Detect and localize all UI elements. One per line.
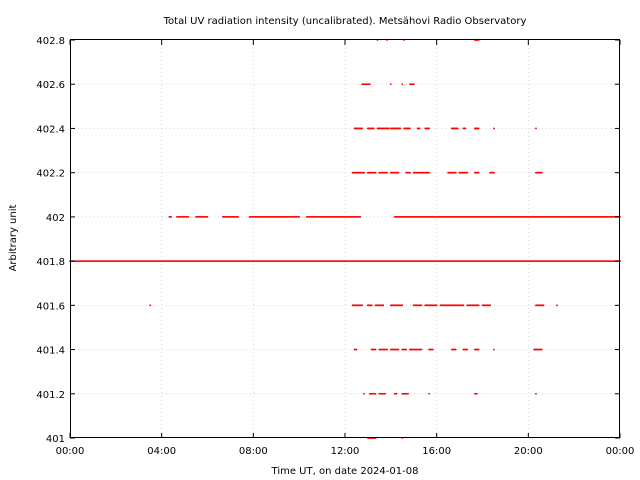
data-point [374, 348, 377, 351]
data-point [535, 392, 537, 395]
x-tick-labels: 00:00 04:00 08:00 12:00 16:00 20:00 00:00 [56, 446, 635, 457]
y-tick-label: 402.6 [36, 80, 65, 91]
y-tick-label: 402.4 [36, 124, 65, 135]
data-point [382, 304, 385, 307]
grid [70, 40, 620, 438]
data-point [401, 83, 404, 86]
data-point [435, 304, 438, 307]
y-tick-label: 402 [46, 213, 65, 224]
data-point [456, 127, 459, 130]
data-point [361, 304, 364, 307]
data-point [389, 83, 392, 86]
data-point [388, 127, 390, 130]
y-tick-label: 401.2 [36, 390, 65, 401]
y-tick-label: 402.2 [36, 169, 65, 180]
data-point [466, 348, 469, 351]
data-point [535, 127, 537, 130]
y-tick-label: 401 [46, 434, 65, 445]
data-point [409, 171, 411, 174]
data-point [475, 392, 478, 395]
data-point [556, 304, 558, 307]
data-point [477, 171, 480, 174]
y-tick-label: 402.8 [36, 36, 65, 47]
data-point [359, 215, 362, 218]
data-point [540, 348, 543, 351]
data-point [418, 127, 421, 130]
data-point [401, 304, 404, 307]
x-tick-label: 20:00 [514, 446, 543, 457]
data-point [206, 215, 209, 218]
data-point [428, 127, 430, 130]
data-point [462, 304, 465, 307]
x-tick-label: 00:00 [606, 446, 635, 457]
data-point [477, 348, 480, 351]
x-axis-label: Time UT, on date 2024-01-08 [271, 466, 419, 477]
data-point [374, 392, 377, 395]
data-point [386, 348, 388, 351]
data-point [405, 348, 408, 351]
data-point [464, 127, 467, 130]
data-points [69, 39, 621, 439]
y-tick-label: 401.4 [36, 346, 65, 357]
data-point [363, 171, 365, 174]
data-point [187, 215, 190, 218]
data-point [374, 171, 377, 174]
data-point [399, 127, 402, 130]
data-point [395, 392, 398, 395]
x-tick-label: 12:00 [331, 446, 360, 457]
data-point [477, 304, 480, 307]
x-tick-label: 08:00 [239, 446, 268, 457]
data-point [409, 127, 411, 130]
data-point [542, 304, 545, 307]
data-point [493, 127, 495, 130]
data-point [493, 348, 495, 351]
data-point [237, 215, 239, 218]
x-tick-label: 00:00 [56, 446, 85, 457]
y-tick-label: 401.6 [36, 301, 65, 312]
data-point [298, 215, 301, 218]
y-axis-label: Arbitrary unit [8, 205, 19, 272]
y-tick-labels: 401 401.2 401.4 401.6 401.8 402 402.2 402.4 402.… [36, 36, 65, 445]
x-tick-label: 16:00 [422, 446, 451, 457]
y-tick-label: 401.8 [36, 257, 65, 268]
data-point [420, 348, 423, 351]
data-point [407, 392, 409, 395]
data-point [363, 392, 365, 395]
data-point [412, 83, 415, 86]
data-point [428, 171, 430, 174]
data-point [355, 348, 358, 351]
data-point [386, 171, 388, 174]
data-point [540, 171, 543, 174]
data-point [454, 348, 457, 351]
data-point [428, 392, 430, 395]
data-point [170, 215, 173, 218]
data-point [368, 83, 371, 86]
data-point [493, 171, 495, 174]
x-tick-label: 04:00 [147, 446, 176, 457]
plot-frame [70, 39, 620, 438]
data-point [397, 348, 400, 351]
ticks [69, 39, 621, 439]
data-point [361, 127, 364, 130]
data-point [454, 171, 457, 174]
data-point [477, 127, 480, 130]
data-point [489, 304, 492, 307]
data-point [420, 304, 423, 307]
data-point [397, 171, 400, 174]
data-point [384, 392, 386, 395]
data-point [372, 127, 375, 130]
data-point [370, 304, 373, 307]
data-point [149, 304, 152, 307]
data-point [431, 348, 434, 351]
data-point [466, 171, 469, 174]
chart-title: Total UV radiation intensity (uncalibrat… [163, 16, 527, 27]
